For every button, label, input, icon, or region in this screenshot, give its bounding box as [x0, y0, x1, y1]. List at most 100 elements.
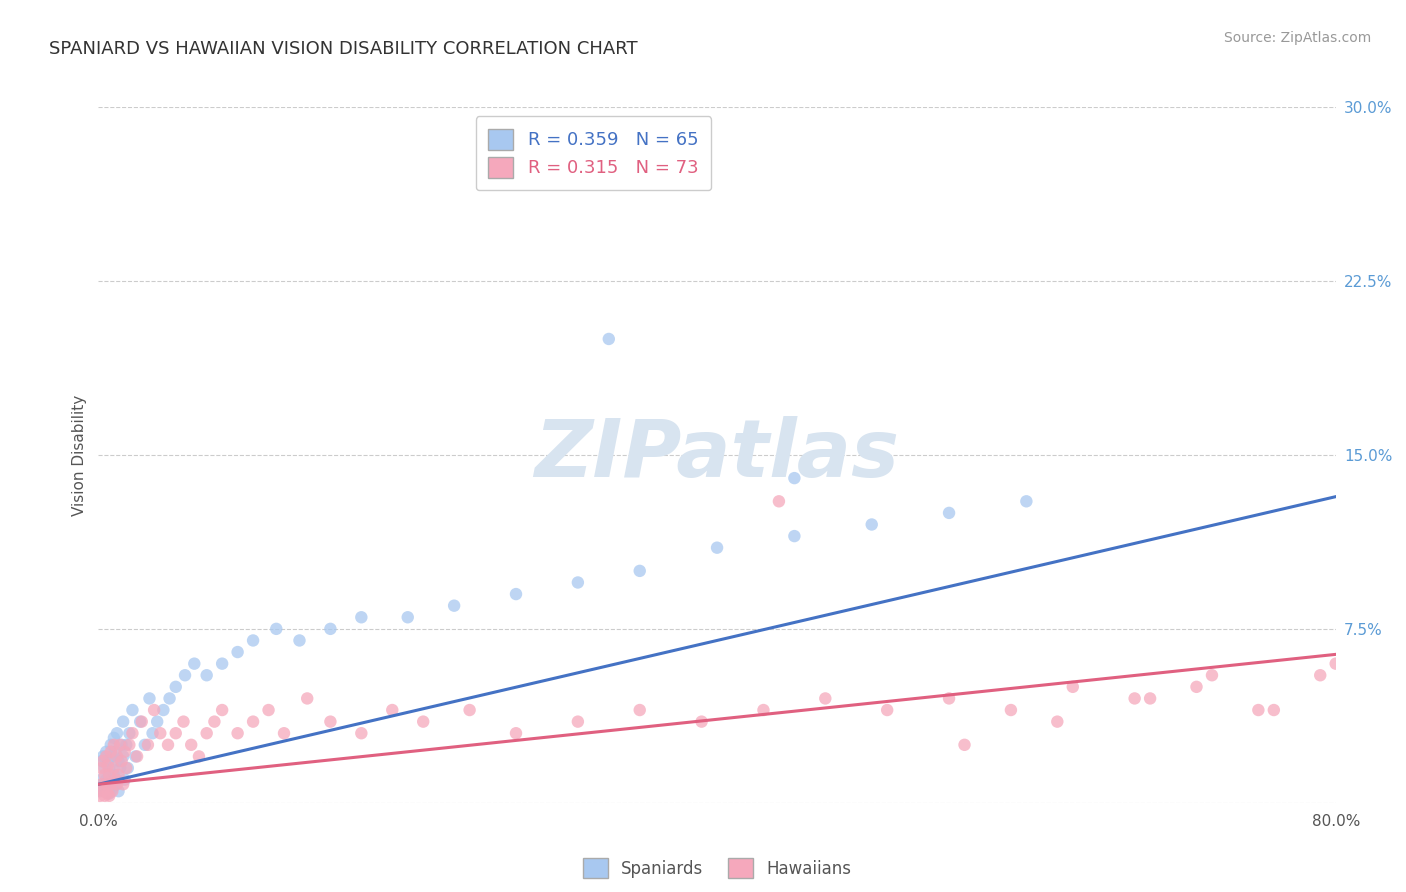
Point — [96, 745, 118, 759]
Point — [89, 789, 111, 803]
Point — [257, 703, 280, 717]
Point — [783, 529, 806, 543]
Point — [396, 610, 419, 624]
Point — [211, 657, 233, 671]
Point — [105, 726, 128, 740]
Point — [101, 781, 124, 796]
Point — [105, 749, 128, 764]
Point — [97, 787, 120, 801]
Point — [104, 745, 127, 759]
Point — [242, 633, 264, 648]
Text: SPANIARD VS HAWAIIAN VISION DISABILITY CORRELATION CHART: SPANIARD VS HAWAIIAN VISION DISABILITY C… — [49, 40, 638, 58]
Point — [1247, 703, 1270, 717]
Point — [1123, 691, 1146, 706]
Point — [1015, 494, 1038, 508]
Point — [90, 754, 112, 768]
Point — [567, 714, 589, 729]
Point — [288, 633, 311, 648]
Point — [97, 758, 120, 772]
Point — [101, 749, 124, 764]
Point — [112, 777, 135, 791]
Point — [165, 680, 187, 694]
Point — [114, 772, 136, 787]
Point — [350, 610, 373, 624]
Point — [93, 768, 115, 782]
Point — [242, 714, 264, 729]
Point — [226, 645, 249, 659]
Point — [188, 749, 211, 764]
Point — [98, 789, 121, 803]
Point — [107, 768, 129, 782]
Point — [505, 587, 527, 601]
Point — [108, 738, 131, 752]
Point — [91, 754, 114, 768]
Point — [266, 622, 288, 636]
Point — [89, 784, 111, 798]
Point — [91, 749, 114, 764]
Point — [111, 738, 134, 752]
Point — [115, 738, 138, 752]
Point — [628, 564, 651, 578]
Point — [1062, 680, 1084, 694]
Point — [131, 714, 153, 729]
Point — [127, 749, 149, 764]
Point — [953, 738, 976, 752]
Point — [165, 726, 187, 740]
Point — [91, 784, 114, 798]
Point — [107, 754, 129, 768]
Point — [157, 738, 180, 752]
Point — [129, 714, 152, 729]
Point — [105, 777, 128, 791]
Point — [98, 768, 121, 782]
Point — [159, 691, 181, 706]
Point — [118, 738, 141, 752]
Point — [100, 777, 122, 791]
Point — [297, 691, 319, 706]
Point — [115, 761, 138, 775]
Point — [108, 761, 131, 775]
Point — [1201, 668, 1223, 682]
Point — [319, 622, 342, 636]
Point — [814, 691, 837, 706]
Point — [114, 745, 136, 759]
Point — [112, 714, 135, 729]
Point — [1185, 680, 1208, 694]
Point — [97, 754, 120, 768]
Point — [105, 772, 128, 787]
Point — [598, 332, 620, 346]
Point — [876, 703, 898, 717]
Point — [103, 738, 125, 752]
Point — [149, 726, 172, 740]
Point — [134, 738, 156, 752]
Point — [98, 787, 121, 801]
Point — [226, 726, 249, 740]
Point — [319, 714, 342, 729]
Point — [706, 541, 728, 555]
Point — [752, 703, 775, 717]
Y-axis label: Vision Disability: Vision Disability — [72, 394, 87, 516]
Point — [204, 714, 226, 729]
Point — [90, 777, 112, 791]
Point — [93, 789, 115, 803]
Point — [138, 691, 160, 706]
Point — [121, 703, 143, 717]
Point — [90, 761, 112, 775]
Text: Source: ZipAtlas.com: Source: ZipAtlas.com — [1223, 31, 1371, 45]
Point — [567, 575, 589, 590]
Point — [103, 768, 125, 782]
Point — [121, 726, 143, 740]
Point — [103, 761, 125, 775]
Text: ZIPatlas: ZIPatlas — [534, 416, 900, 494]
Point — [98, 761, 121, 775]
Point — [136, 738, 159, 752]
Point — [412, 714, 434, 729]
Point — [112, 749, 135, 764]
Point — [93, 761, 115, 775]
Point — [174, 668, 197, 682]
Point — [183, 657, 205, 671]
Point — [443, 599, 465, 613]
Point — [195, 726, 218, 740]
Point — [103, 731, 125, 745]
Point — [124, 749, 146, 764]
Point — [96, 772, 118, 787]
